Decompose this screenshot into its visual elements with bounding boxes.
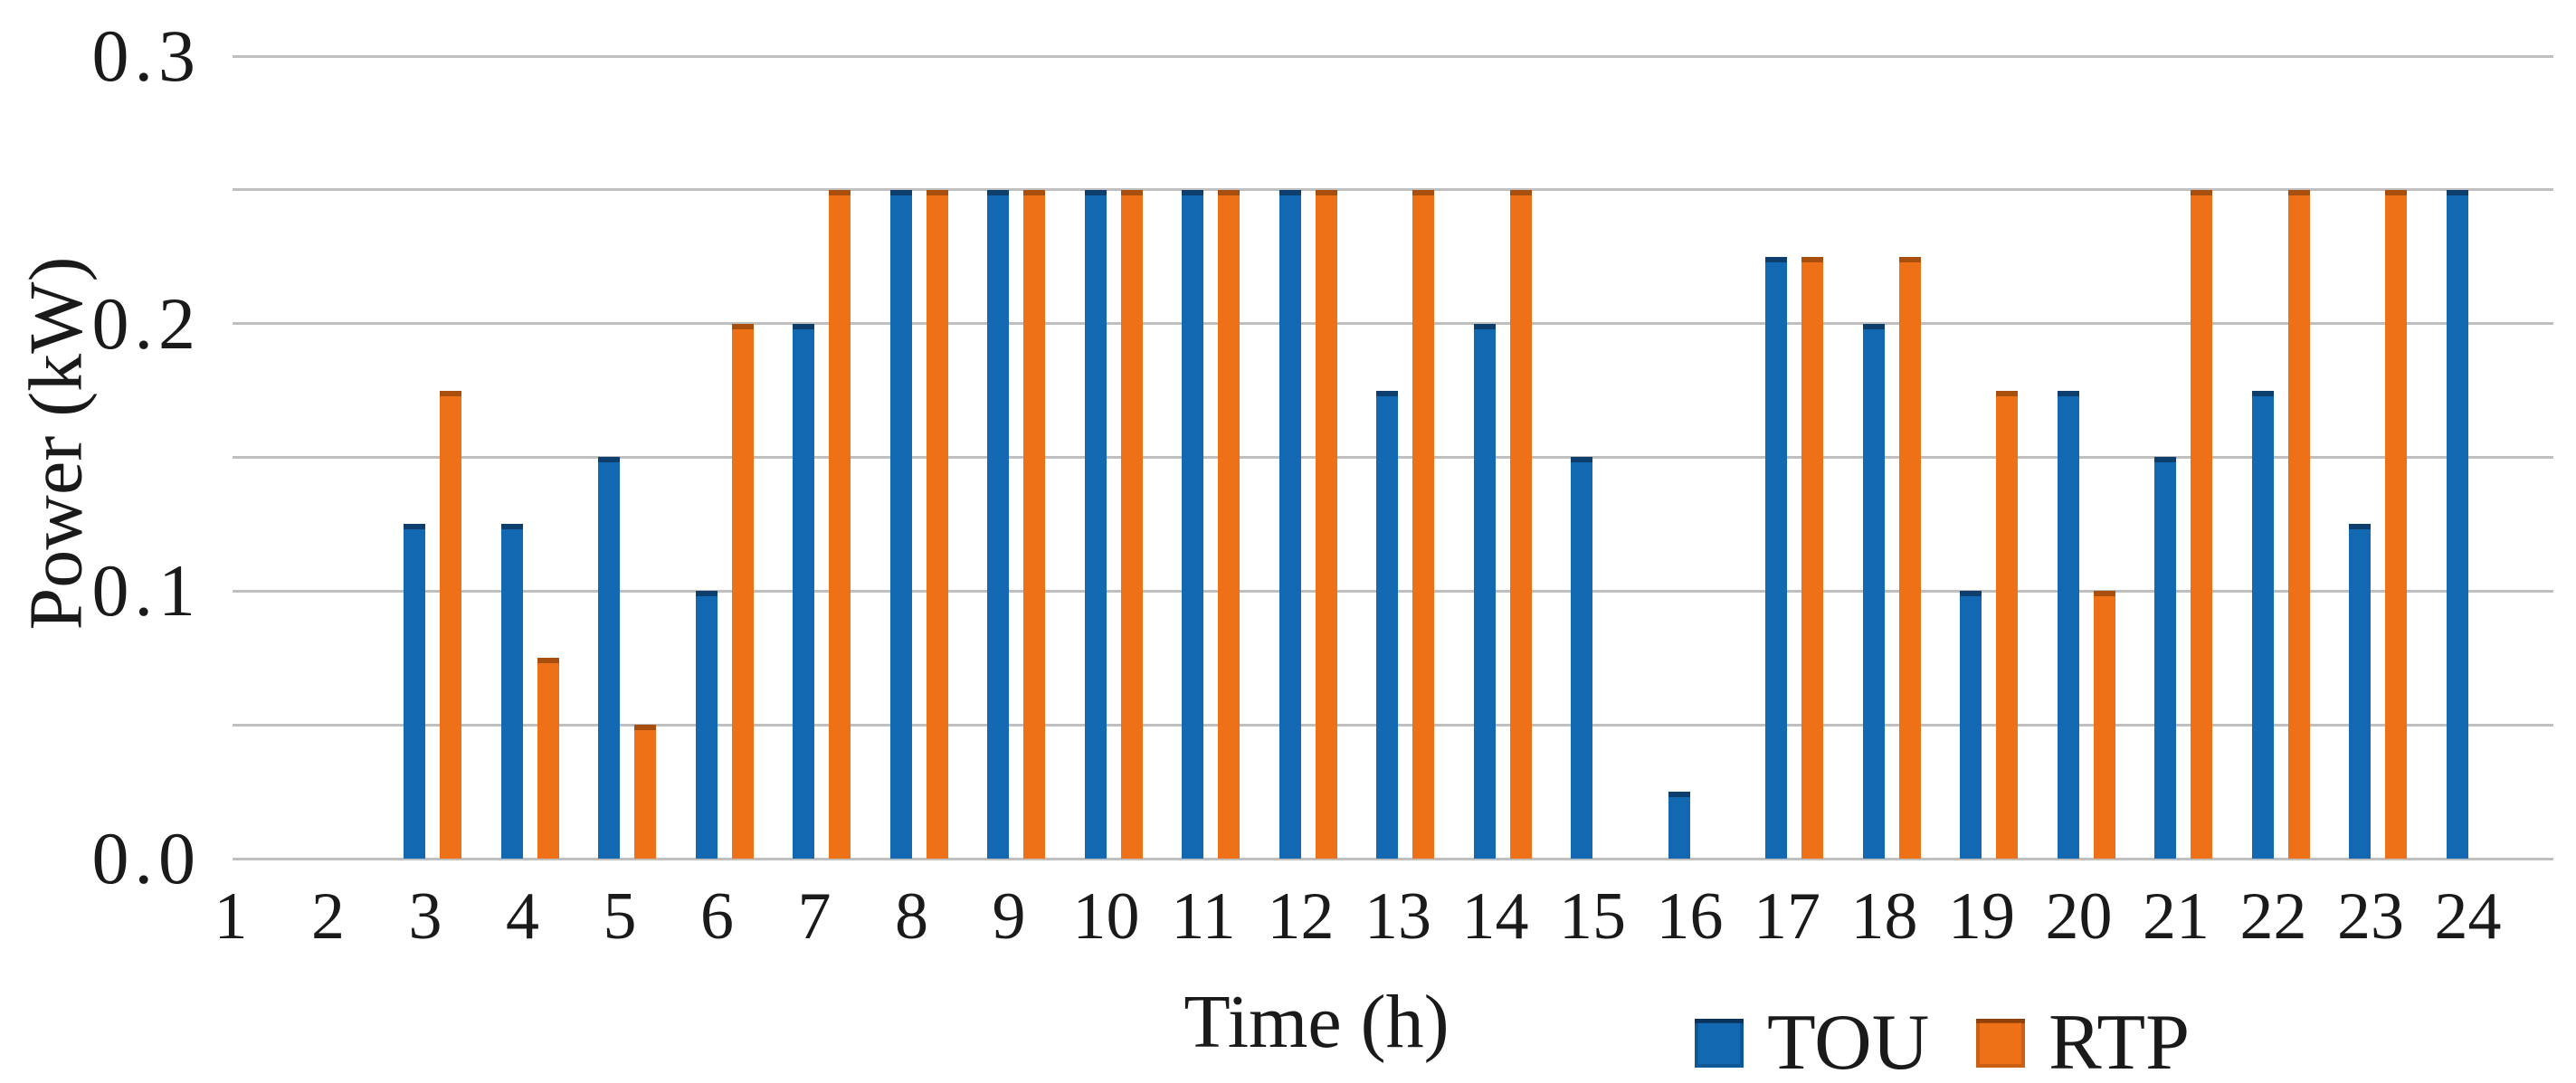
bar-rtp-h23	[2385, 190, 2407, 859]
legend-swatch-rtp	[1976, 1019, 2025, 1068]
bar-tou-h4	[500, 524, 523, 859]
bar-tou-h11	[1182, 190, 1203, 859]
bar-rtp-h4	[537, 658, 559, 859]
bar-tou-h14	[1473, 324, 1496, 859]
bar-tou-h17	[1765, 257, 1787, 859]
x-tick-label: 10	[1072, 879, 1140, 954]
bar-tou-h16	[1668, 792, 1690, 859]
bar-tou-h10	[1084, 190, 1107, 859]
legend-swatch-tou	[1695, 1019, 1744, 1068]
x-tick-label: 7	[797, 879, 832, 954]
x-tick-label: 12	[1267, 879, 1335, 954]
x-tick-label: 14	[1461, 879, 1529, 954]
bar-tou-h5	[598, 457, 620, 859]
x-tick-label: 3	[408, 879, 442, 954]
bar-tou-h9	[987, 190, 1009, 859]
y-tick-label: 0.3	[91, 14, 201, 97]
bar-tou-h18	[1862, 324, 1885, 859]
bar-rtp-h6	[731, 324, 754, 859]
bar-rtp-h19	[1996, 391, 2018, 859]
x-tick-label: 11	[1171, 879, 1236, 954]
bar-rtp-h20	[2093, 591, 2115, 859]
x-tick-label: 19	[1948, 879, 2015, 954]
x-tick-label: 24	[2434, 879, 2502, 954]
bar-tou-h21	[2154, 457, 2176, 859]
y-tick-label: 0.0	[91, 817, 201, 899]
gridline	[233, 188, 2553, 192]
bar-tou-h12	[1278, 190, 1301, 859]
legend-item-tou: TOU	[1695, 1002, 1929, 1083]
x-tick-label: 15	[1559, 879, 1626, 954]
gridline	[233, 322, 2553, 326]
bar-rtp-h10	[1120, 190, 1143, 859]
bar-tou-h20	[2057, 391, 2079, 859]
bar-rtp-h13	[1412, 190, 1434, 859]
x-tick-label: 16	[1656, 879, 1724, 954]
bar-rtp-h11	[1218, 190, 1240, 859]
x-tick-label: 21	[2143, 879, 2210, 954]
x-tick-label: 9	[992, 879, 1026, 954]
bar-rtp-h3	[440, 391, 461, 859]
x-tick-label: 23	[2337, 879, 2404, 954]
bar-rtp-h12	[1315, 190, 1337, 859]
bar-rtp-h21	[2191, 190, 2212, 859]
bar-rtp-h9	[1023, 190, 1045, 859]
bar-tou-h15	[1571, 457, 1592, 859]
bar-tou-h8	[889, 190, 912, 859]
bar-tou-h23	[2349, 524, 2371, 859]
bar-rtp-h14	[1509, 190, 1532, 859]
bar-rtp-h18	[1898, 257, 1921, 859]
x-tick-label: 6	[700, 879, 734, 954]
x-tick-label: 13	[1364, 879, 1431, 954]
y-tick-label: 0.1	[91, 549, 201, 632]
legend-label-tou: TOU	[1767, 999, 1930, 1083]
bar-rtp-h8	[926, 190, 948, 859]
bar-tou-h3	[404, 524, 425, 859]
bar-rtp-h5	[634, 725, 656, 859]
bar-tou-h22	[2251, 391, 2274, 859]
x-tick-label: 2	[311, 879, 345, 954]
legend-item-rtp: RTP	[1976, 1002, 2190, 1083]
x-tick-label: 20	[2045, 879, 2113, 954]
bar-rtp-h7	[829, 190, 851, 859]
bar-tou-h19	[1960, 591, 1982, 859]
y-tick-label: 0.2	[91, 281, 201, 365]
gridline	[233, 857, 2553, 860]
x-tick-label: 17	[1754, 879, 1820, 954]
bar-tou-h7	[793, 324, 814, 859]
bar-tou-h24	[2446, 190, 2468, 859]
x-axis-title: Time (h)	[1183, 980, 1450, 1064]
x-tick-label: 4	[506, 879, 539, 954]
x-tick-label: 18	[1850, 879, 1918, 954]
bar-tou-h13	[1376, 391, 1398, 859]
x-tick-label: 22	[2239, 879, 2307, 954]
x-tick-label: 5	[603, 879, 637, 954]
x-tick-label: 1	[214, 879, 248, 954]
bar-rtp-h17	[1801, 257, 1823, 859]
gridline	[233, 54, 2553, 58]
legend-label-rtp: RTP	[2048, 999, 2191, 1083]
bar-tou-h6	[695, 591, 718, 859]
bar-rtp-h22	[2287, 190, 2310, 859]
x-tick-label: 8	[895, 879, 928, 954]
